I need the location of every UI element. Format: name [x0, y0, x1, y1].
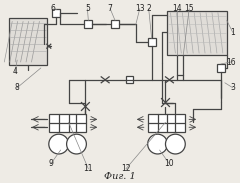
- Bar: [84, 20, 92, 28]
- Text: 9: 9: [48, 159, 53, 168]
- Text: 11: 11: [84, 164, 93, 173]
- Circle shape: [67, 134, 86, 154]
- Bar: [148, 38, 156, 46]
- Text: 10: 10: [165, 159, 174, 168]
- Text: 1: 1: [230, 28, 235, 37]
- Bar: [9, 18, 47, 65]
- Bar: [52, 9, 60, 16]
- Circle shape: [166, 134, 185, 154]
- Text: 16: 16: [226, 57, 236, 66]
- Text: 12: 12: [121, 164, 131, 173]
- Text: 5: 5: [85, 4, 90, 13]
- Bar: [126, 76, 133, 83]
- Text: 8: 8: [15, 83, 19, 92]
- Text: 13: 13: [135, 4, 144, 13]
- Bar: [111, 20, 119, 28]
- Bar: [168, 11, 227, 55]
- Text: 4: 4: [13, 67, 18, 76]
- Bar: [49, 114, 86, 132]
- Text: 15: 15: [184, 4, 194, 13]
- Circle shape: [148, 134, 168, 154]
- Text: 14: 14: [173, 4, 182, 13]
- Bar: [148, 114, 185, 132]
- Text: 3: 3: [230, 83, 235, 92]
- Text: Фиг. 1: Фиг. 1: [104, 172, 136, 181]
- Text: 6: 6: [50, 4, 55, 13]
- Bar: [217, 64, 225, 72]
- Text: 2: 2: [146, 4, 151, 13]
- Text: 7: 7: [108, 4, 113, 13]
- Circle shape: [49, 134, 69, 154]
